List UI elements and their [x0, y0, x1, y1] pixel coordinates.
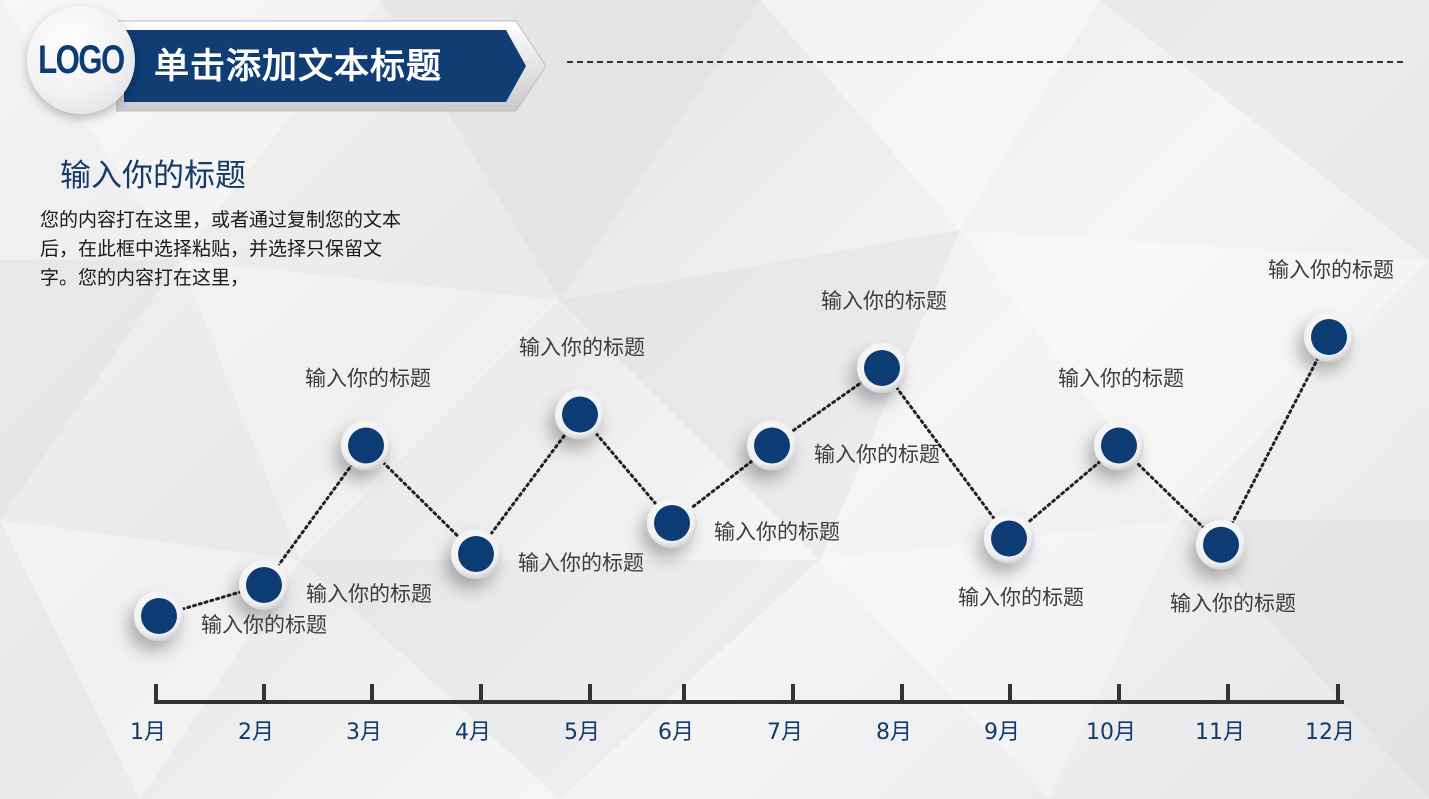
- section-subtitle[interactable]: 输入你的标题: [60, 158, 246, 194]
- x-tick-label: 12月: [1305, 720, 1355, 745]
- logo-text: LOGO: [38, 37, 125, 82]
- title-banner: [116, 20, 546, 112]
- data-point[interactable]: [747, 420, 797, 471]
- x-tick-label: 9月: [984, 720, 1020, 745]
- x-tick-label: 7月: [767, 720, 803, 745]
- data-point-dot: [348, 427, 384, 464]
- data-point[interactable]: [555, 389, 605, 440]
- x-tick-label: 4月: [455, 720, 491, 745]
- data-point-dot: [991, 520, 1027, 557]
- x-tick-label: 2月: [238, 720, 274, 745]
- data-point-dot: [141, 598, 177, 634]
- data-point[interactable]: [984, 513, 1034, 564]
- logo: LOGO: [27, 6, 135, 114]
- data-point[interactable]: [1196, 519, 1246, 570]
- data-point-label[interactable]: 输入你的标题: [519, 336, 645, 360]
- data-point-label[interactable]: 输入你的标题: [814, 443, 940, 467]
- x-tick-label: 10月: [1086, 720, 1136, 745]
- data-point[interactable]: [857, 343, 907, 393]
- data-point-label[interactable]: 输入你的标题: [958, 586, 1084, 610]
- x-tick-label: 5月: [564, 720, 600, 745]
- header-divider: [567, 61, 1403, 63]
- data-point-dot: [1311, 319, 1347, 355]
- data-point-label[interactable]: 输入你的标题: [714, 520, 840, 544]
- data-point-label[interactable]: 输入你的标题: [306, 582, 432, 606]
- body-paragraph[interactable]: 您的内容打在这里，或者通过复制您的文本后，在此框中选择粘贴，并选择只保留文字。您…: [40, 209, 402, 289]
- x-tick-label: 11月: [1195, 720, 1245, 745]
- data-point-dot: [654, 505, 690, 541]
- data-point-label[interactable]: 输入你的标题: [1058, 367, 1184, 391]
- data-point-dot: [864, 350, 900, 386]
- data-point-dot: [1203, 526, 1239, 563]
- x-tick-label: 3月: [346, 720, 382, 745]
- data-point-dot: [754, 427, 790, 464]
- data-point-dot: [458, 536, 494, 572]
- data-point[interactable]: [341, 420, 391, 471]
- data-point[interactable]: [134, 591, 184, 641]
- data-point-dot: [562, 396, 598, 433]
- data-point-dot: [1101, 427, 1137, 464]
- data-point[interactable]: [1304, 312, 1354, 362]
- page-title[interactable]: 单击添加文本标题: [154, 47, 443, 87]
- data-point[interactable]: [239, 560, 289, 610]
- data-point-label[interactable]: 输入你的标题: [305, 367, 431, 391]
- x-tick-label: 8月: [876, 720, 912, 745]
- data-point[interactable]: [451, 529, 501, 579]
- data-point-label[interactable]: 输入你的标题: [201, 613, 327, 637]
- x-tick-label: 6月: [658, 720, 694, 745]
- data-point-dot: [246, 567, 282, 603]
- data-point-label[interactable]: 输入你的标题: [821, 289, 947, 313]
- x-tick-label: 1月: [130, 720, 166, 745]
- data-point-label[interactable]: 输入你的标题: [1170, 592, 1296, 616]
- data-point-label[interactable]: 输入你的标题: [518, 551, 644, 575]
- data-point[interactable]: [647, 498, 697, 548]
- data-point[interactable]: [1094, 420, 1144, 471]
- data-point-label[interactable]: 输入你的标题: [1268, 258, 1394, 282]
